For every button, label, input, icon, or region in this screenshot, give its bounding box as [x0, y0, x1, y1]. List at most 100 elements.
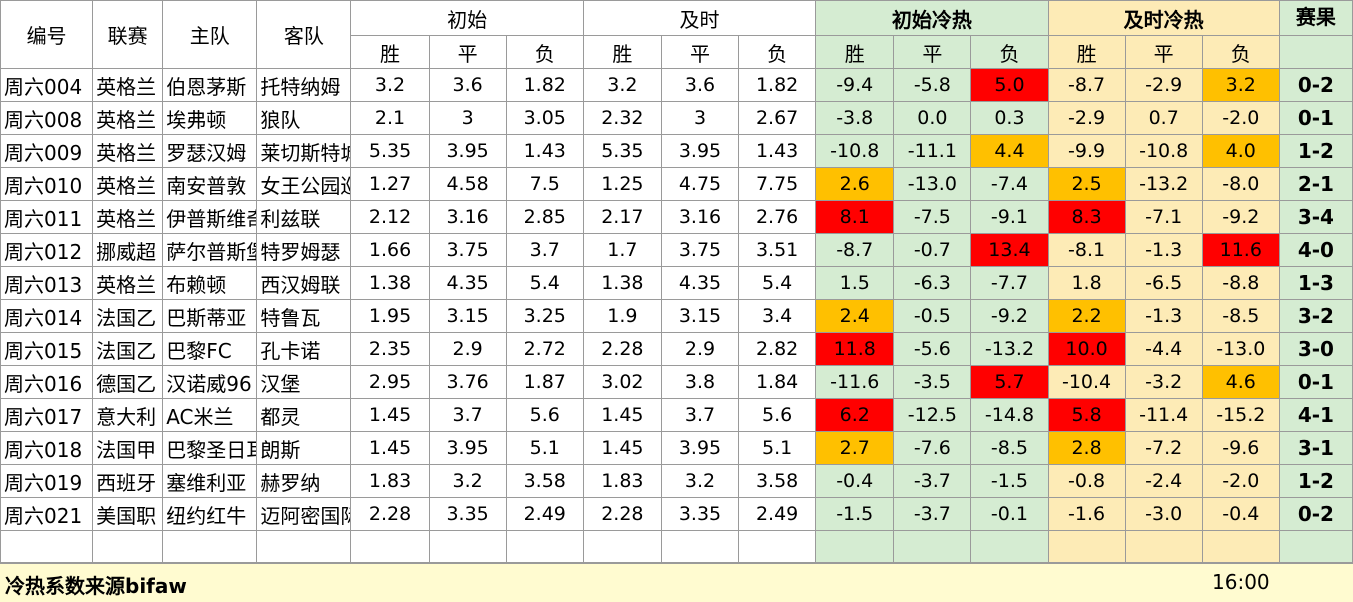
cell-away: 迈阿密国际 [256, 497, 352, 531]
cell-lheat-win: 1.8 [1047, 266, 1126, 300]
cell-lheat-loss: -9.2 [1201, 200, 1280, 234]
cell-lheat-loss: -8.0 [1201, 167, 1280, 201]
cell-lheat-win: -0.8 [1047, 464, 1126, 498]
cell-live-loss: 2.67 [738, 101, 817, 135]
cell-iheat-draw: -13.0 [893, 167, 972, 201]
cell-away: 利兹联 [256, 200, 352, 234]
cell-iheat-draw: -7.6 [893, 431, 972, 465]
cell-initial-draw: 2.9 [428, 332, 507, 366]
cell-live-loss: 3.51 [738, 233, 817, 267]
cell-lheat-loss: -9.6 [1201, 431, 1280, 465]
cell-league: 意大利 [92, 398, 164, 432]
cell-live-draw: 3.7 [660, 398, 740, 432]
cell-initial-draw: 4.58 [428, 167, 507, 201]
cell-away: 孔卡诺 [256, 332, 352, 366]
cell-lheat-win: 10.0 [1047, 332, 1126, 366]
cell-initial-loss: 5.1 [505, 431, 584, 465]
cell-initial-win: 5.35 [350, 134, 430, 168]
header-iheat-loss: 负 [970, 35, 1049, 69]
header-lheat-win: 胜 [1047, 35, 1126, 69]
cell-lheat-loss: -13.0 [1201, 332, 1280, 366]
header-live-loss: 负 [738, 35, 817, 69]
header-result-sub [1278, 35, 1353, 69]
cell-away: 莱切斯特城 [256, 134, 352, 168]
cell-initial-win: 2.1 [350, 101, 430, 135]
odds-table: 编号 联赛 主队 客队 初始 及时 初始冷热 及时冷热 赛果 胜 平 负 胜 平… [0, 0, 1353, 563]
cell-lheat-loss: -8.8 [1201, 266, 1280, 300]
cell-iheat-loss: 4.4 [970, 134, 1049, 168]
cell-initial-loss: 1.87 [505, 365, 584, 399]
cell-initial-loss: 3.58 [505, 464, 584, 498]
empty-cell [893, 530, 972, 563]
cell-lheat-win: 5.8 [1047, 398, 1126, 432]
cell-initial-draw: 3.2 [428, 464, 507, 498]
cell-live-win: 2.17 [582, 200, 662, 234]
cell-initial-loss: 5.4 [505, 266, 584, 300]
cell-id: 周六013 [0, 266, 94, 300]
cell-home: 萨尔普斯堡 [162, 233, 258, 267]
cell-result: 3-4 [1278, 200, 1353, 234]
header-initial: 初始 [350, 0, 584, 36]
cell-result: 0-2 [1278, 68, 1353, 102]
table-row: 周六018法国甲巴黎圣日耳曼朗斯1.453.955.11.453.955.12.… [0, 431, 1353, 465]
empty-cell [738, 530, 817, 563]
cell-league: 英格兰 [92, 101, 164, 135]
cell-initial-draw: 3.95 [428, 431, 507, 465]
cell-lheat-win: -1.6 [1047, 497, 1126, 531]
table-row: 周六009 英格兰 罗瑟汉姆 莱切斯特城 5.35 3.95 1.43 5.35 3.95 1.4… [0, 134, 1353, 168]
cell-result: 1-2 [1278, 464, 1353, 498]
cell-initial-win: 1.83 [350, 464, 430, 498]
cell-iheat-draw: 0.0 [893, 101, 972, 135]
cell-iheat-win: 2.7 [815, 431, 895, 465]
cell-result: 0-1 [1278, 101, 1353, 135]
table-row: 周六017 意大利 AC米兰 都灵 1.45 3.7 5.6 1.45 3.7 5.6 6.2 -12… [0, 398, 1353, 432]
cell-lheat-win: -9.9 [1047, 134, 1126, 168]
table-row: 周六004 英格兰 伯恩茅斯 托特纳姆 3.2 3.6 1.82 3.2 3.6 1.82 -9.4… [0, 68, 1353, 102]
cell-id: 周六015 [0, 332, 94, 366]
empty-cell [92, 530, 164, 563]
cell-initial-loss: 3.25 [505, 299, 584, 333]
cell-iheat-loss: -7.4 [970, 167, 1049, 201]
cell-live-loss: 7.75 [738, 167, 817, 201]
cell-iheat-win: 2.4 [815, 299, 895, 333]
cell-lheat-loss: -8.5 [1201, 299, 1280, 333]
cell-league: 英格兰 [92, 134, 164, 168]
cell-lheat-loss: -2.0 [1201, 101, 1280, 135]
empty-cell [162, 530, 258, 563]
cell-league: 英格兰 [92, 167, 164, 201]
cell-live-win: 2.28 [582, 497, 662, 531]
cell-live-loss: 2.76 [738, 200, 817, 234]
cell-lheat-loss: 11.6 [1201, 233, 1280, 267]
cell-league: 法国甲 [92, 431, 164, 465]
cell-lheat-win: 8.3 [1047, 200, 1126, 234]
cell-live-win: 5.35 [582, 134, 662, 168]
header-initial-draw: 平 [428, 35, 507, 69]
table-row: 周六021 美国职 纽约红牛 迈阿密国际 2.28 3.35 2.49 2.28 3.35 2.4… [0, 497, 1353, 531]
cell-result: 1-3 [1278, 266, 1353, 300]
cell-iheat-win: -9.4 [815, 68, 895, 102]
table-row: 周六010英格兰南安普敦女王公园巡游者1.274.587.51.254.757.… [0, 167, 1353, 201]
cell-iheat-draw: -7.5 [893, 200, 972, 234]
cell-iheat-loss: -1.5 [970, 464, 1049, 498]
cell-lheat-loss: 3.2 [1201, 68, 1280, 102]
header-initial-loss: 负 [505, 35, 584, 69]
empty-cell [256, 530, 352, 563]
cell-iheat-loss: -0.1 [970, 497, 1049, 531]
cell-away: 狼队 [256, 101, 352, 135]
cell-iheat-win: -8.7 [815, 233, 895, 267]
cell-id: 周六009 [0, 134, 94, 168]
cell-initial-draw: 3 [428, 101, 507, 135]
cell-home: 巴黎FC [162, 332, 258, 366]
cell-lheat-draw: -6.5 [1124, 266, 1203, 300]
cell-initial-win: 1.66 [350, 233, 430, 267]
cell-home: 南安普敦 [162, 167, 258, 201]
cell-result: 2-1 [1278, 167, 1353, 201]
cell-initial-win: 1.38 [350, 266, 430, 300]
cell-iheat-draw: -11.1 [893, 134, 972, 168]
cell-live-draw: 3.6 [660, 68, 740, 102]
empty-cell [350, 530, 430, 563]
cell-iheat-win: 2.6 [815, 167, 895, 201]
cell-live-win: 1.45 [582, 398, 662, 432]
cell-live-draw: 3.15 [660, 299, 740, 333]
cell-league: 法国乙 [92, 299, 164, 333]
